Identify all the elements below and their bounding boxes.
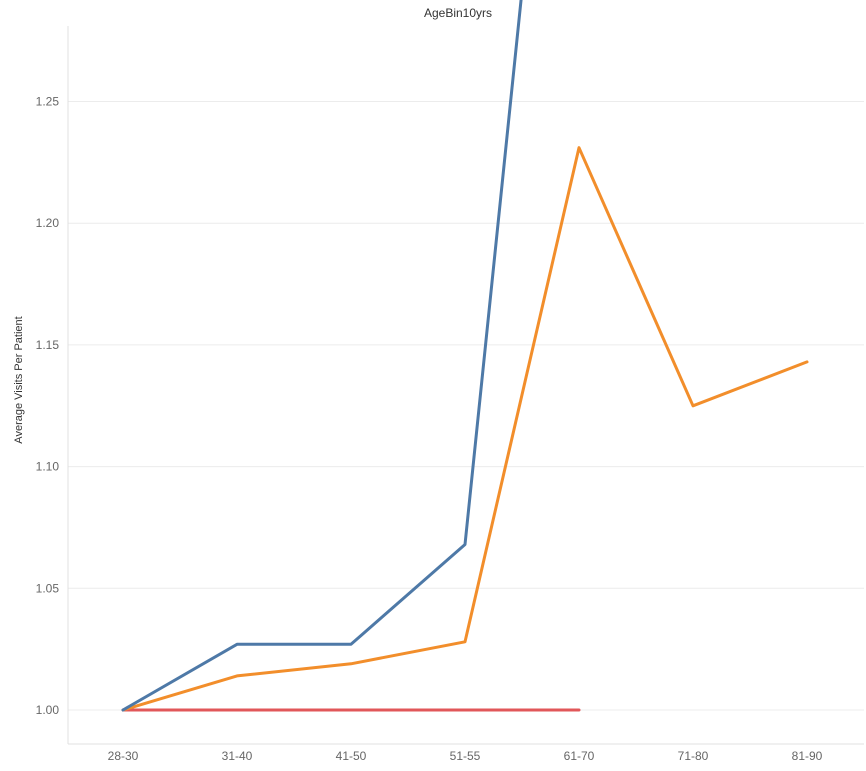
x-tick-labels: 28-30 31-40 41-50 51-55 61-70 71-80 81-90 [108, 749, 823, 763]
axes [67, 26, 864, 745]
series-line-1 [121, 146, 809, 712]
x-tick-label: 81-90 [792, 749, 823, 763]
chart-title: AgeBin10yrs [424, 6, 492, 20]
y-axis-label: Average Visits Per Patient [13, 316, 25, 443]
grid-lines [68, 101, 864, 711]
y-tick-labels: 1.001.051.101.151.201.251.301.351.401.45… [36, 95, 60, 718]
y-tick-label: 1.20 [36, 216, 60, 230]
y-tick-label: 1.00 [36, 703, 60, 717]
y-tick-label: 1.25 [36, 95, 60, 109]
x-tick-label: 71-80 [678, 749, 709, 763]
y-tick-label: 1.15 [36, 338, 60, 352]
y-tick-label: 1.05 [36, 581, 60, 595]
series-lines [121, 0, 809, 712]
x-tick-label: 61-70 [564, 749, 595, 763]
x-tick-label: 28-30 [108, 749, 139, 763]
y-tick-label: 1.10 [36, 460, 60, 474]
x-tick-label: 51-55 [450, 749, 481, 763]
series-line-0 [121, 0, 523, 712]
x-tick-label: 41-50 [336, 749, 367, 763]
x-tick-label: 31-40 [222, 749, 253, 763]
